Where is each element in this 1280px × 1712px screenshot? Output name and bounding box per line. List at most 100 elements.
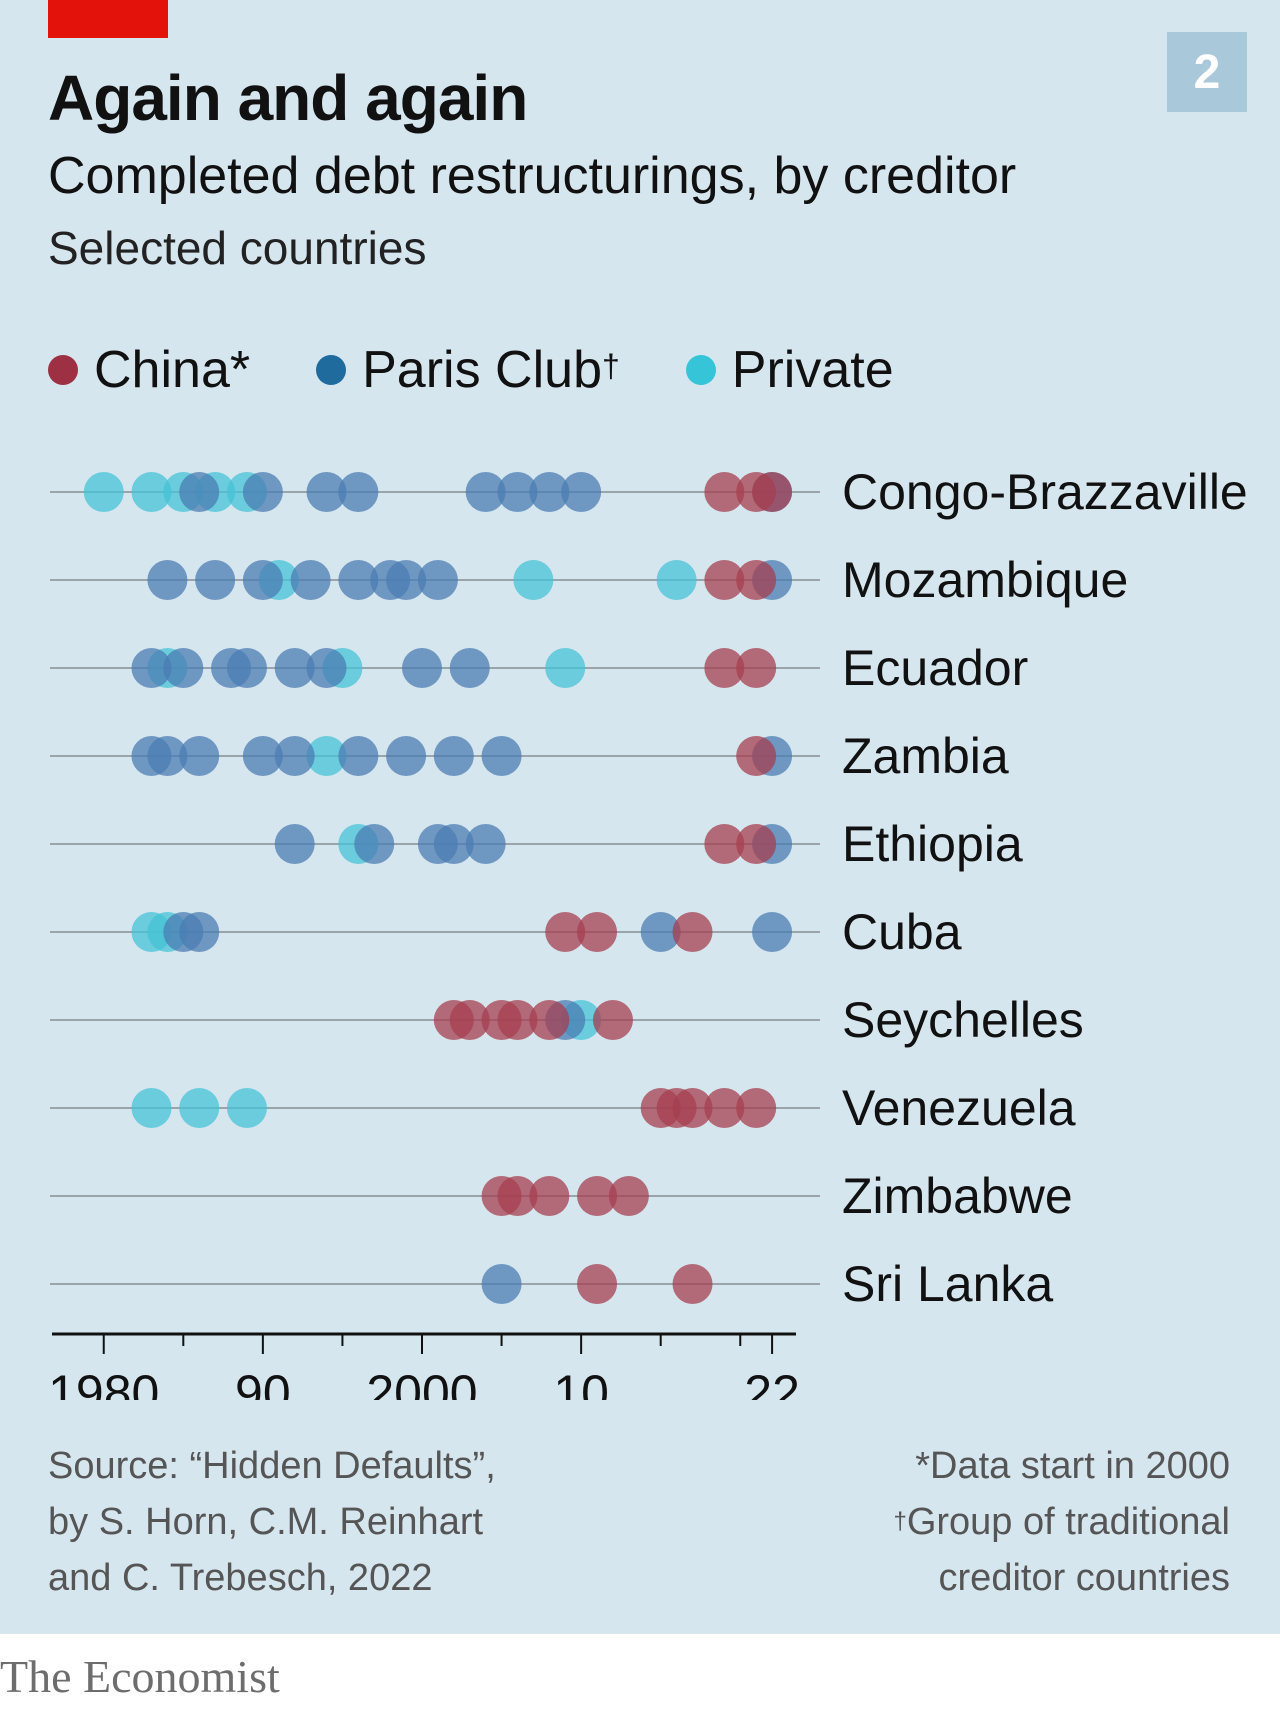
dot-paris-mozambique-1990 (242, 560, 283, 600)
dot-paris-mozambique-2001 (417, 560, 458, 600)
dot-china-ethiopia-2021 (736, 824, 777, 864)
dot-china-zambia-2021 (736, 736, 777, 776)
legend: China* Paris Club† Private (48, 338, 960, 402)
dot-china-zimbabwe-2008 (529, 1176, 570, 1216)
dot-paris-mozambique-1996 (338, 560, 379, 600)
dot-paris-congo-brazzaville-1996 (338, 472, 379, 512)
dot-paris-cuba-2022 (752, 912, 793, 952)
dot-china-ethiopia-2019 (704, 824, 745, 864)
footnotes: *Data start in 2000 †Group of traditiona… (893, 1438, 1230, 1606)
dot-paris-ecuador-2003 (449, 648, 490, 688)
dot-private-venezuela-1986 (179, 1088, 220, 1128)
dot-china-cuba-2011 (577, 912, 618, 952)
row-label-sri-lanka: Sri Lanka (842, 1256, 1053, 1312)
dot-private-mozambique-2007 (513, 560, 554, 600)
chart-subtitle: Completed debt restructurings, by credit… (48, 147, 1017, 205)
dot-paris-ecuador-1994 (306, 648, 347, 688)
dot-paris-zambia-1992 (274, 736, 315, 776)
footnote-paris-club: Group of traditional (906, 1501, 1230, 1543)
dot-paris-congo-brazzaville-2004 (465, 472, 506, 512)
legend-dot-private (685, 355, 716, 385)
dot-paris-zambia-1996 (338, 736, 379, 776)
source-note: Source: “Hidden Defaults”, by S. Horn, C… (48, 1445, 496, 1599)
row-label-mozambique: Mozambique (842, 552, 1128, 608)
dot-paris-ecuador-2000 (402, 648, 442, 688)
row-label-cuba: Cuba (842, 904, 962, 960)
dot-china-ecuador-2019 (704, 648, 745, 688)
dot-china-congo-brazzaville-2019 (704, 472, 745, 512)
chart-panel: Again and again Completed debt restructu… (0, 0, 1280, 1634)
legend-dot-paris-club (316, 355, 347, 385)
dot-paris-congo-brazzaville-1986 (179, 472, 220, 512)
row-label-congo-brazzaville: Congo-Brazzaville (842, 464, 1248, 520)
row-label-zambia: Zambia (842, 728, 1009, 784)
x-tick-label-1990: 90 (235, 1365, 291, 1400)
legend-dot-china (48, 355, 78, 385)
dot-china-seychelles-2003 (449, 1000, 490, 1040)
dot-paris-ethiopia-1997 (354, 824, 395, 864)
dot-paris-ecuador-1983 (131, 648, 172, 688)
x-tick-label-2022: 22 (744, 1365, 800, 1400)
row-label-seychelles: Seychelles (842, 992, 1084, 1048)
dot-paris-zambia-1990 (242, 736, 283, 776)
dot-china-venezuela-2017 (672, 1088, 713, 1128)
legend-item-china: China* (48, 338, 250, 402)
economist-logo: The Economist (0, 1651, 280, 1702)
dot-china-sri-lanka-2011 (577, 1264, 618, 1304)
dot-paris-ecuador-1985 (163, 648, 204, 688)
dot-china-seychelles-2012 (592, 1000, 633, 1040)
dot-paris-cuba-1986 (179, 912, 220, 952)
dot-paris-zambia-2005 (481, 736, 522, 776)
dot-china-seychelles-2008 (529, 1000, 570, 1040)
dot-china-venezuela-2019 (704, 1088, 745, 1128)
x-tick-label-1980: 1980 (48, 1365, 159, 1400)
row-label-zimbabwe: Zimbabwe (842, 1168, 1073, 1224)
dot-paris-congo-brazzaville-1994 (306, 472, 347, 512)
legend-item-private: Private (685, 338, 894, 402)
dot-paris-zambia-2002 (433, 736, 474, 776)
dot-paris-congo-brazzaville-2008 (529, 472, 570, 512)
dot-china-mozambique-2021 (736, 560, 777, 600)
dot-chart: Congo-Brazzaville Mozambique Ecuador Zambia… (48, 464, 1248, 1400)
dot-paris-ecuador-1992 (274, 648, 315, 688)
dot-paris-congo-brazzaville-2006 (497, 472, 538, 512)
dot-paris-ethiopia-2004 (465, 824, 506, 864)
dot-china-zimbabwe-2013 (608, 1176, 649, 1216)
legend-label-paris-club: Paris Club (362, 341, 602, 399)
x-tick-label-2000: 2000 (366, 1365, 477, 1400)
dot-paris-zambia-1999 (386, 736, 427, 776)
dot-china-congo-brazzaville-2022 (752, 472, 793, 512)
dot-paris-mozambique-1993 (290, 560, 331, 600)
dot-paris-sri-lanka-2005 (481, 1264, 522, 1304)
dot-china-ecuador-2021 (736, 648, 777, 688)
legend-label-china: China (94, 341, 230, 399)
dot-china-zimbabwe-2006 (497, 1176, 538, 1216)
chart-title: Again and again (48, 62, 528, 134)
dot-paris-mozambique-1987 (195, 560, 236, 600)
brand-red-tag (48, 0, 168, 38)
dot-china-venezuela-2021 (736, 1088, 777, 1128)
dot-paris-zambia-1986 (179, 736, 220, 776)
dot-private-venezuela-1983 (131, 1088, 172, 1128)
dot-china-mozambique-2019 (704, 560, 745, 600)
dot-private-venezuela-1989 (226, 1088, 267, 1128)
legend-mark-china: * (229, 341, 251, 399)
dot-paris-mozambique-1999 (386, 560, 427, 600)
dot-private-congo-brazzaville-1983 (131, 472, 172, 512)
dot-paris-congo-brazzaville-1990 (242, 472, 283, 512)
dot-paris-cuba-2015 (640, 912, 681, 952)
dot-private-mozambique-2016 (656, 560, 697, 600)
dot-paris-ethiopia-2002 (433, 824, 474, 864)
legend-mark-paris-club: † (602, 348, 620, 384)
footnote-china: *Data start in 2000 (915, 1445, 1230, 1487)
dot-paris-ethiopia-1992 (274, 824, 315, 864)
chart-number-badge: 2 (1167, 32, 1247, 112)
dot-private-zambia-1994 (306, 736, 347, 776)
dot-china-zimbabwe-2011 (577, 1176, 618, 1216)
footnote-paris-club-2: creditor countries (938, 1557, 1230, 1599)
dot-paris-ecuador-1989 (226, 648, 267, 688)
dot-paris-congo-brazzaville-2010 (561, 472, 602, 512)
dot-china-seychelles-2006 (497, 1000, 538, 1040)
dot-china-cuba-2017 (672, 912, 713, 952)
row-label-ethiopia: Ethiopia (842, 816, 1023, 872)
